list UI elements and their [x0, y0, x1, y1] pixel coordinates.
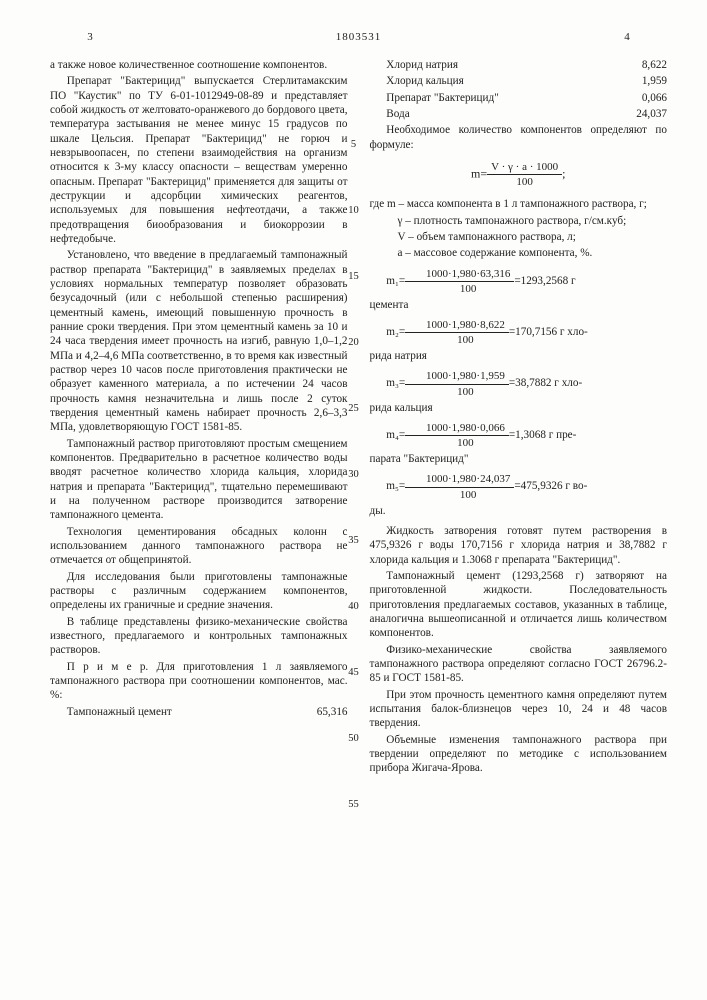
component-label: Вода: [370, 107, 410, 121]
para: Необходимое количество компонентов опред…: [370, 123, 668, 152]
component-label: Хлорид кальция: [370, 74, 464, 88]
fraction: 1000·1,980·0,066100: [405, 421, 509, 450]
equation-list: m₁=1000·1,980·63,316100=1293,2568 гцемен…: [370, 267, 668, 518]
component-value: 24,037: [619, 107, 667, 121]
denominator: 100: [405, 282, 514, 296]
formula-tail: ;: [562, 166, 565, 180]
numerator: 1000·1,980·0,066: [405, 421, 509, 436]
para: Установлено, что введение в предлагаемый…: [50, 248, 348, 434]
denominator: 100: [405, 333, 509, 347]
right-column: Хлорид натрия 8,622 Хлорид кальция 1,959 Пре…: [370, 58, 668, 777]
line-marker: 55: [345, 798, 363, 811]
denominator: 100: [405, 436, 509, 450]
para: Физико-механические свойства заявляемого…: [370, 643, 668, 686]
line-marker: 15: [345, 270, 363, 283]
eq-result: =170,7156 г хло-: [509, 326, 588, 338]
component-row: Вода 24,037: [370, 107, 668, 121]
fraction: V · γ · a · 1000100: [487, 160, 562, 189]
denominator: 100: [405, 488, 514, 502]
para: а также новое количественное соотношение…: [50, 58, 348, 72]
para: Препарат "Бактерицид" выпускается Стерли…: [50, 74, 348, 246]
line-marker: 10: [345, 204, 363, 217]
line-marker: 20: [345, 336, 363, 349]
def-line: γ – плотность тампонажного раствора, г/с…: [370, 214, 668, 228]
left-column: а также новое количественное соотношение…: [50, 58, 348, 777]
definitions: где m – масса компонента в 1 л тампонажн…: [370, 197, 668, 260]
eq-tail: цемента: [370, 298, 668, 312]
fraction: 1000·1,980·8,622100: [405, 318, 509, 347]
component-value: 65,316: [300, 705, 348, 719]
main-formula: m=V · γ · a · 1000100;: [370, 160, 668, 189]
fraction: 1000·1,980·63,316100: [405, 267, 514, 296]
eq-result: =475,9326 г во-: [514, 481, 587, 493]
line-marker: 30: [345, 468, 363, 481]
eq-lhs: m₃=: [386, 378, 405, 390]
numerator: 1000·1,980·24,037: [405, 472, 514, 487]
denominator: 100: [405, 385, 509, 399]
eq-lhs: m₁=: [386, 275, 405, 287]
component-row: Тампонажный цемент 65,316: [50, 705, 348, 719]
line-marker: 25: [345, 402, 363, 415]
para: Технология цементирования обсадных колон…: [50, 525, 348, 568]
component-label: Хлорид натрия: [370, 58, 459, 72]
component-value: 8,622: [625, 58, 667, 72]
component-value: 0,066: [625, 91, 667, 105]
eq-result: =1293,2568 г: [514, 275, 575, 287]
para: Жидкость затворения готовят путем раство…: [370, 524, 668, 567]
def-line: где m – масса компонента в 1 л тампонажн…: [370, 197, 668, 211]
page-num-left: 3: [80, 30, 100, 44]
eq-result: =38,7882 г хло-: [509, 378, 582, 390]
fraction: 1000·1,980·24,037100: [405, 472, 514, 501]
line-marker: 5: [345, 138, 363, 151]
numerator: 1000·1,980·8,622: [405, 318, 509, 333]
component-value: 1,959: [625, 74, 667, 88]
equation: m₅=1000·1,980·24,037100=475,9326 г во-ды…: [370, 472, 668, 517]
def-line: V – объем тампонажного раствора, л;: [370, 230, 668, 244]
eq-tail: парата "Бактерицид": [370, 452, 668, 466]
para: Тампонажный раствор приготовляют простым…: [50, 437, 348, 523]
para: П р и м е р. Для приготовления 1 л заявл…: [50, 660, 348, 703]
para: Объемные изменения тампонажного раствора…: [370, 733, 668, 776]
denominator: 100: [487, 175, 562, 189]
eq-tail: ды.: [370, 504, 668, 518]
header-row: 3 1803531 4: [80, 30, 637, 44]
para: Тампонажный цемент (1293,2568 г) затворя…: [370, 569, 668, 641]
component-label: Препарат "Бактерицид": [370, 91, 499, 105]
page-num-right: 4: [617, 30, 637, 44]
line-marker: 45: [345, 666, 363, 679]
numerator: 1000·1,980·1,959: [405, 369, 509, 384]
patent-number: 1803531: [100, 30, 617, 44]
numerator: 1000·1,980·63,316: [405, 267, 514, 282]
component-row: Хлорид кальция 1,959: [370, 74, 668, 88]
line-marker: 40: [345, 600, 363, 613]
patent-page: 3 1803531 4 5 10 15 20 25 30 35 40 45 50 55 а такж…: [0, 0, 707, 1000]
line-marker: 35: [345, 534, 363, 547]
fraction: 1000·1,980·1,959100: [405, 369, 509, 398]
component-row: Препарат "Бактерицид" 0,066: [370, 91, 668, 105]
eq-lhs: m₅=: [386, 481, 405, 493]
component-list: Хлорид натрия 8,622 Хлорид кальция 1,959 Пре…: [370, 58, 668, 121]
formula-lhs: m=: [471, 166, 487, 180]
eq-result: =1,3068 г пре-: [509, 429, 577, 441]
para: Для исследования были приготовлены тампо…: [50, 570, 348, 613]
eq-tail: рида кальция: [370, 401, 668, 415]
def-line: a – массовое содержание компонента, %.: [370, 246, 668, 260]
para: При этом прочность цементного камня опре…: [370, 688, 668, 731]
eq-tail: рида натрия: [370, 349, 668, 363]
line-marker: 50: [345, 732, 363, 745]
component-label: Тампонажный цемент: [50, 705, 172, 719]
para: В таблице представлены физико-механическ…: [50, 615, 348, 658]
eq-lhs: m₄=: [386, 429, 405, 441]
numerator: V · γ · a · 1000: [487, 160, 562, 175]
equation: m₃=1000·1,980·1,959100=38,7882 г хло-рид…: [370, 369, 668, 414]
eq-lhs: m₂=: [386, 326, 405, 338]
equation: m₄=1000·1,980·0,066100=1,3068 г пре-пара…: [370, 421, 668, 466]
component-row: Хлорид натрия 8,622: [370, 58, 668, 72]
equation: m₁=1000·1,980·63,316100=1293,2568 г цемен…: [370, 267, 668, 312]
equation: m₂=1000·1,980·8,622100=170,7156 г хло-ри…: [370, 318, 668, 363]
